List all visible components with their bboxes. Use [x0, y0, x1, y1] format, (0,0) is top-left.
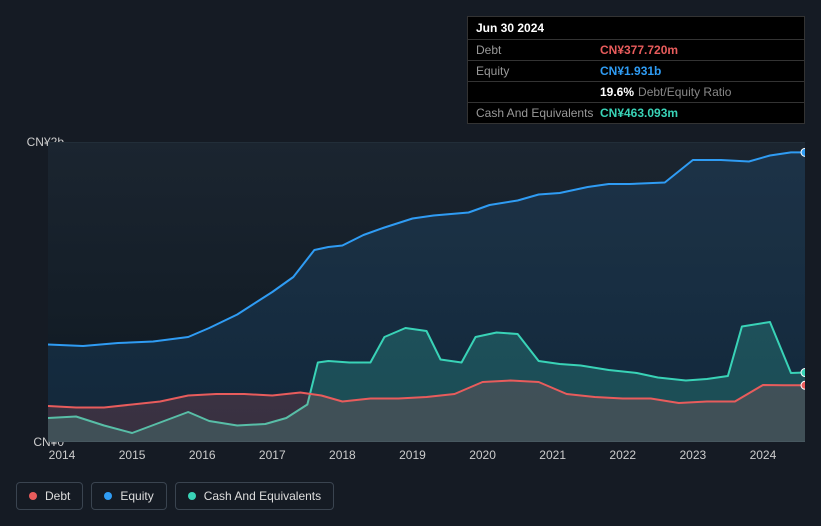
x-tick-label: 2015: [119, 448, 146, 462]
series-end-marker: [801, 381, 805, 389]
tooltip-date: Jun 30 2024: [468, 17, 804, 40]
tooltip-row-value: CN¥377.720m: [600, 43, 678, 57]
legend-item[interactable]: Cash And Equivalents: [175, 482, 334, 510]
legend-item[interactable]: Equity: [91, 482, 166, 510]
chart-tooltip: Jun 30 2024 DebtCN¥377.720mEquityCN¥1.93…: [467, 16, 805, 124]
x-tick-label: 2024: [750, 448, 777, 462]
tooltip-row-label: Equity: [476, 64, 600, 78]
tooltip-row-value: CN¥1.931b: [600, 64, 661, 78]
tooltip-row-label: Debt: [476, 43, 600, 57]
x-tick-label: 2023: [679, 448, 706, 462]
legend-label: Cash And Equivalents: [204, 489, 321, 503]
x-tick-label: 2020: [469, 448, 496, 462]
tooltip-row: Cash And EquivalentsCN¥463.093m: [468, 103, 804, 123]
series-end-marker: [801, 369, 805, 377]
x-tick-label: 2014: [49, 448, 76, 462]
tooltip-row: 19.6%Debt/Equity Ratio: [468, 82, 804, 103]
legend-item[interactable]: Debt: [16, 482, 83, 510]
x-tick-label: 2016: [189, 448, 216, 462]
legend-dot-icon: [188, 492, 196, 500]
x-tick-label: 2019: [399, 448, 426, 462]
chart-area: CN¥0CN¥2b: [16, 142, 805, 442]
x-tick-label: 2018: [329, 448, 356, 462]
tooltip-row-label: [476, 85, 600, 99]
series-end-marker: [801, 148, 805, 156]
tooltip-row: EquityCN¥1.931b: [468, 61, 804, 82]
legend-dot-icon: [104, 492, 112, 500]
legend-label: Equity: [120, 489, 153, 503]
x-tick-label: 2022: [609, 448, 636, 462]
x-tick-label: 2017: [259, 448, 286, 462]
tooltip-row: DebtCN¥377.720m: [468, 40, 804, 61]
x-axis-labels: 2014 2015 2016 2017 2018 2019 2020 2021 2022 2023…: [48, 448, 805, 468]
chart-plot[interactable]: [48, 142, 805, 442]
x-tick-label: 2021: [539, 448, 566, 462]
tooltip-row-value: CN¥463.093m: [600, 106, 678, 120]
legend-dot-icon: [29, 492, 37, 500]
tooltip-row-suffix: Debt/Equity Ratio: [638, 85, 731, 99]
tooltip-row-label: Cash And Equivalents: [476, 106, 600, 120]
tooltip-row-value: 19.6%Debt/Equity Ratio: [600, 85, 731, 99]
tooltip-rows: DebtCN¥377.720mEquityCN¥1.931b19.6%Debt/…: [468, 40, 804, 123]
legend-label: Debt: [45, 489, 70, 503]
chart-legend: Debt Equity Cash And Equivalents: [16, 482, 334, 510]
